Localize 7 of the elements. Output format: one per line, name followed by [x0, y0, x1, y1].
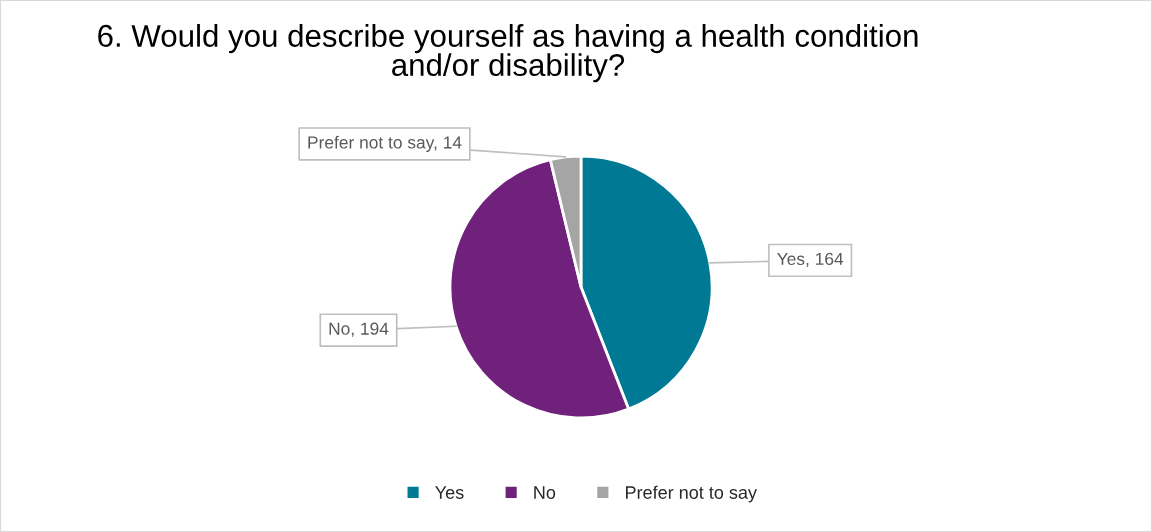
legend-label: Yes [435, 486, 464, 499]
data-label: Yes, 164 [777, 252, 844, 268]
legend-label: No [534, 486, 556, 499]
chart-title: 6. Would you describe yourself as having a health condition and/or disability? [98, 24, 918, 83]
data-label: No, 194 [329, 322, 389, 337]
legend-label: Prefer not to say [625, 485, 757, 503]
data-label: Prefer not to say, 14 [308, 135, 462, 152]
